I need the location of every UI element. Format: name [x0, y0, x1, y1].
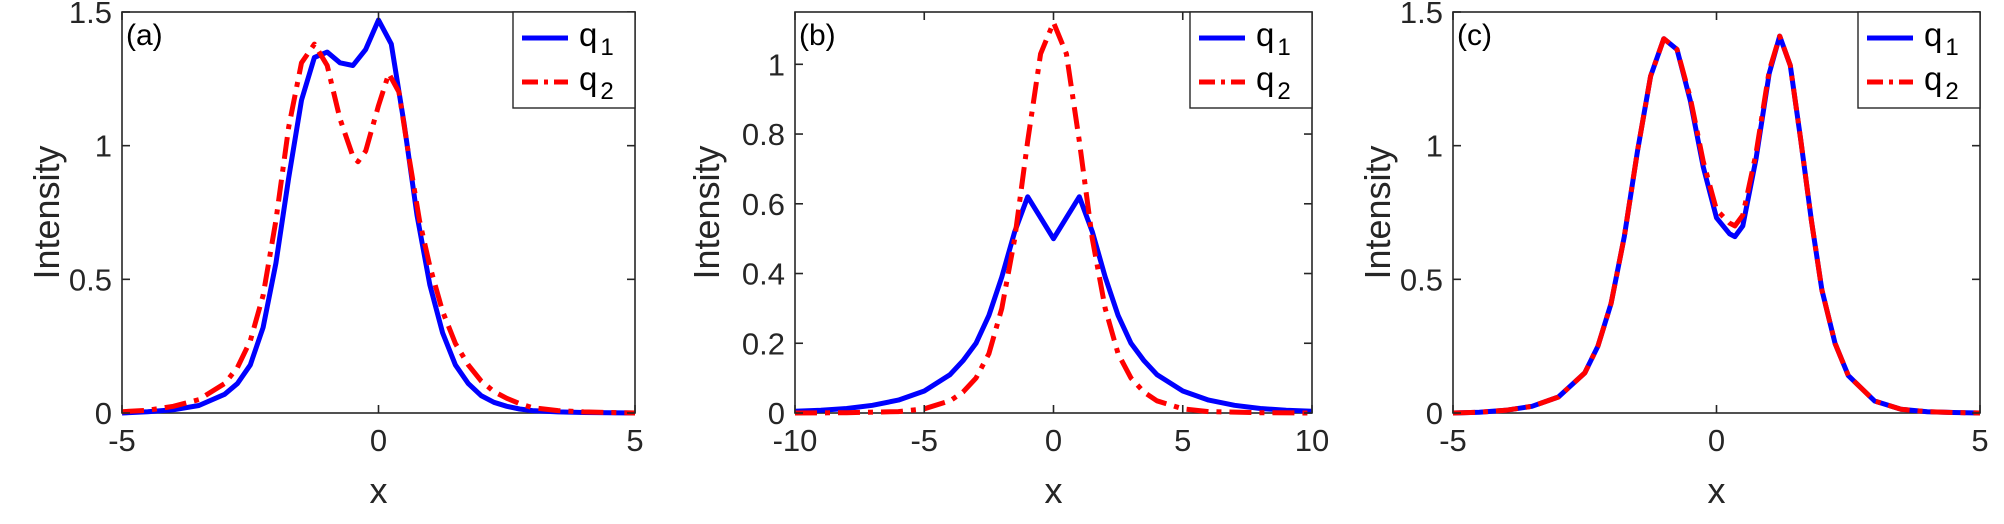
y-tick-label: 0.6: [742, 187, 785, 222]
y-tick-label: 0.5: [1400, 262, 1443, 297]
y-tick-label: 0: [95, 396, 112, 431]
legend-box: [512, 11, 636, 109]
x-tick-label: 5: [1174, 423, 1191, 458]
legend-label-subscript: 1: [600, 34, 613, 61]
legend-box: [1189, 11, 1313, 109]
series-line-q2: [1452, 33, 1981, 416]
legend: q 1q 2: [1189, 11, 1313, 109]
y-tick-label: 1: [768, 47, 785, 82]
x-axis-title: x: [1045, 470, 1063, 511]
legend-label-base: q: [579, 16, 597, 53]
y-tick-label: 1.5: [1400, 0, 1443, 30]
panel-label: (a): [126, 19, 163, 52]
x-tick-label: 5: [626, 423, 643, 458]
y-tick-label: 0: [768, 396, 785, 431]
legend-label-base: q: [1256, 60, 1274, 97]
x-tick-label: 0: [1045, 423, 1062, 458]
y-tick-label: 0.4: [742, 257, 785, 292]
y-tick-label: 1: [1426, 129, 1443, 164]
legend: q 1q 2: [1857, 11, 1981, 109]
y-tick-label: 1: [95, 129, 112, 164]
x-tick-label: 0: [1708, 423, 1725, 458]
x-tick-label: -5: [1439, 423, 1467, 458]
panel-label: (b): [799, 19, 836, 52]
y-tick-label: 0.2: [742, 326, 785, 361]
legend-label-subscript: 1: [1277, 34, 1290, 61]
x-tick-label: 0: [370, 423, 387, 458]
series-line-q1: [1452, 33, 1981, 416]
x-axis-title: x: [370, 470, 388, 511]
legend-label-base: q: [1924, 16, 1942, 53]
x-tick-label: -10: [773, 423, 818, 458]
legend-box: [1857, 11, 1981, 109]
legend-label-base: q: [1924, 60, 1942, 97]
x-axis-title: x: [1708, 470, 1726, 511]
legend: q 1q 2: [512, 11, 636, 109]
legend-label-subscript: 2: [600, 78, 613, 105]
y-tick-label: 0.8: [742, 117, 785, 152]
series-line-q2: [794, 20, 1313, 416]
x-tick-label: 10: [1295, 423, 1329, 458]
x-tick-label: 5: [1971, 423, 1988, 458]
x-tick-label: -5: [910, 423, 938, 458]
panel-label: (c): [1457, 19, 1492, 52]
series-line-q1: [794, 194, 1313, 414]
y-axis-title: Intensity: [686, 145, 727, 279]
x-tick-label: -5: [108, 423, 136, 458]
y-tick-label: 0: [1426, 396, 1443, 431]
legend-label-base: q: [579, 60, 597, 97]
legend-label-subscript: 2: [1945, 78, 1958, 105]
legend-label-base: q: [1256, 16, 1274, 53]
y-tick-label: 0.5: [69, 262, 112, 297]
y-axis-title: Intensity: [1357, 145, 1398, 279]
y-tick-label: 1.5: [69, 0, 112, 30]
y-axis-title: Intensity: [26, 145, 67, 279]
series-line-q2: [121, 41, 636, 416]
legend-label-subscript: 1: [1945, 34, 1958, 61]
legend-label-subscript: 2: [1277, 78, 1290, 105]
